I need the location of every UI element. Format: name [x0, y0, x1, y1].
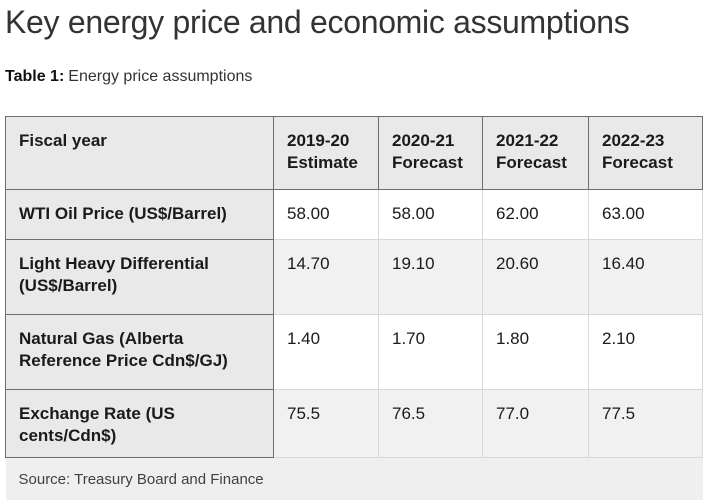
row-label: Exchange Rate (US cents/Cdn$) — [5, 389, 274, 458]
value-cell: 19.10 — [378, 239, 483, 315]
table-source-text: Source: Treasury Board and Finance — [5, 457, 703, 500]
table-caption-label: Table 1: — [5, 68, 65, 85]
document-page: Key energy price and economic assumption… — [0, 3, 707, 500]
value-cell: 2.10 — [588, 314, 703, 390]
value-cell: 77.5 — [588, 389, 703, 458]
table-row-wti-oil-price: WTI Oil Price (US$/Barrel) 58.00 58.00 6… — [5, 189, 703, 240]
column-header-2019-20: 2019-20 Estimate — [273, 116, 379, 190]
table-caption-text: Energy price assumptions — [68, 68, 253, 85]
value-cell: 58.00 — [273, 189, 379, 240]
column-header-2020-21: 2020-21 Forecast — [378, 116, 483, 190]
row-label: WTI Oil Price (US$/Barrel) — [5, 189, 274, 240]
value-cell: 76.5 — [378, 389, 483, 458]
table-row-light-heavy-differential: Light Heavy Differential (US$/Barrel) 14… — [5, 239, 703, 315]
value-cell: 16.40 — [588, 239, 703, 315]
value-cell: 75.5 — [273, 389, 379, 458]
value-cell: 20.60 — [482, 239, 589, 315]
value-cell: 63.00 — [588, 189, 703, 240]
energy-price-table: Fiscal year 2019-20 Estimate 2020-21 For… — [5, 116, 703, 500]
table-row-exchange-rate: Exchange Rate (US cents/Cdn$) 75.5 76.5 … — [5, 389, 703, 458]
value-cell: 1.80 — [482, 314, 589, 390]
value-cell: 58.00 — [378, 189, 483, 240]
column-header-2021-22: 2021-22 Forecast — [482, 116, 589, 190]
row-label: Natural Gas (Alberta Reference Price Cdn… — [5, 314, 274, 390]
row-label: Light Heavy Differential (US$/Barrel) — [5, 239, 274, 315]
value-cell: 1.70 — [378, 314, 483, 390]
table-caption: Table 1: Energy price assumptions — [5, 67, 707, 87]
value-cell: 1.40 — [273, 314, 379, 390]
value-cell: 77.0 — [482, 389, 589, 458]
column-header-2022-23: 2022-23 Forecast — [588, 116, 703, 190]
table-header-row: Fiscal year 2019-20 Estimate 2020-21 For… — [5, 116, 703, 190]
table-source-row: Source: Treasury Board and Finance — [5, 457, 703, 500]
column-header-fiscal-year: Fiscal year — [5, 116, 274, 190]
value-cell: 14.70 — [273, 239, 379, 315]
table-row-natural-gas: Natural Gas (Alberta Reference Price Cdn… — [5, 314, 703, 390]
value-cell: 62.00 — [482, 189, 589, 240]
page-title: Key energy price and economic assumption… — [5, 4, 630, 40]
